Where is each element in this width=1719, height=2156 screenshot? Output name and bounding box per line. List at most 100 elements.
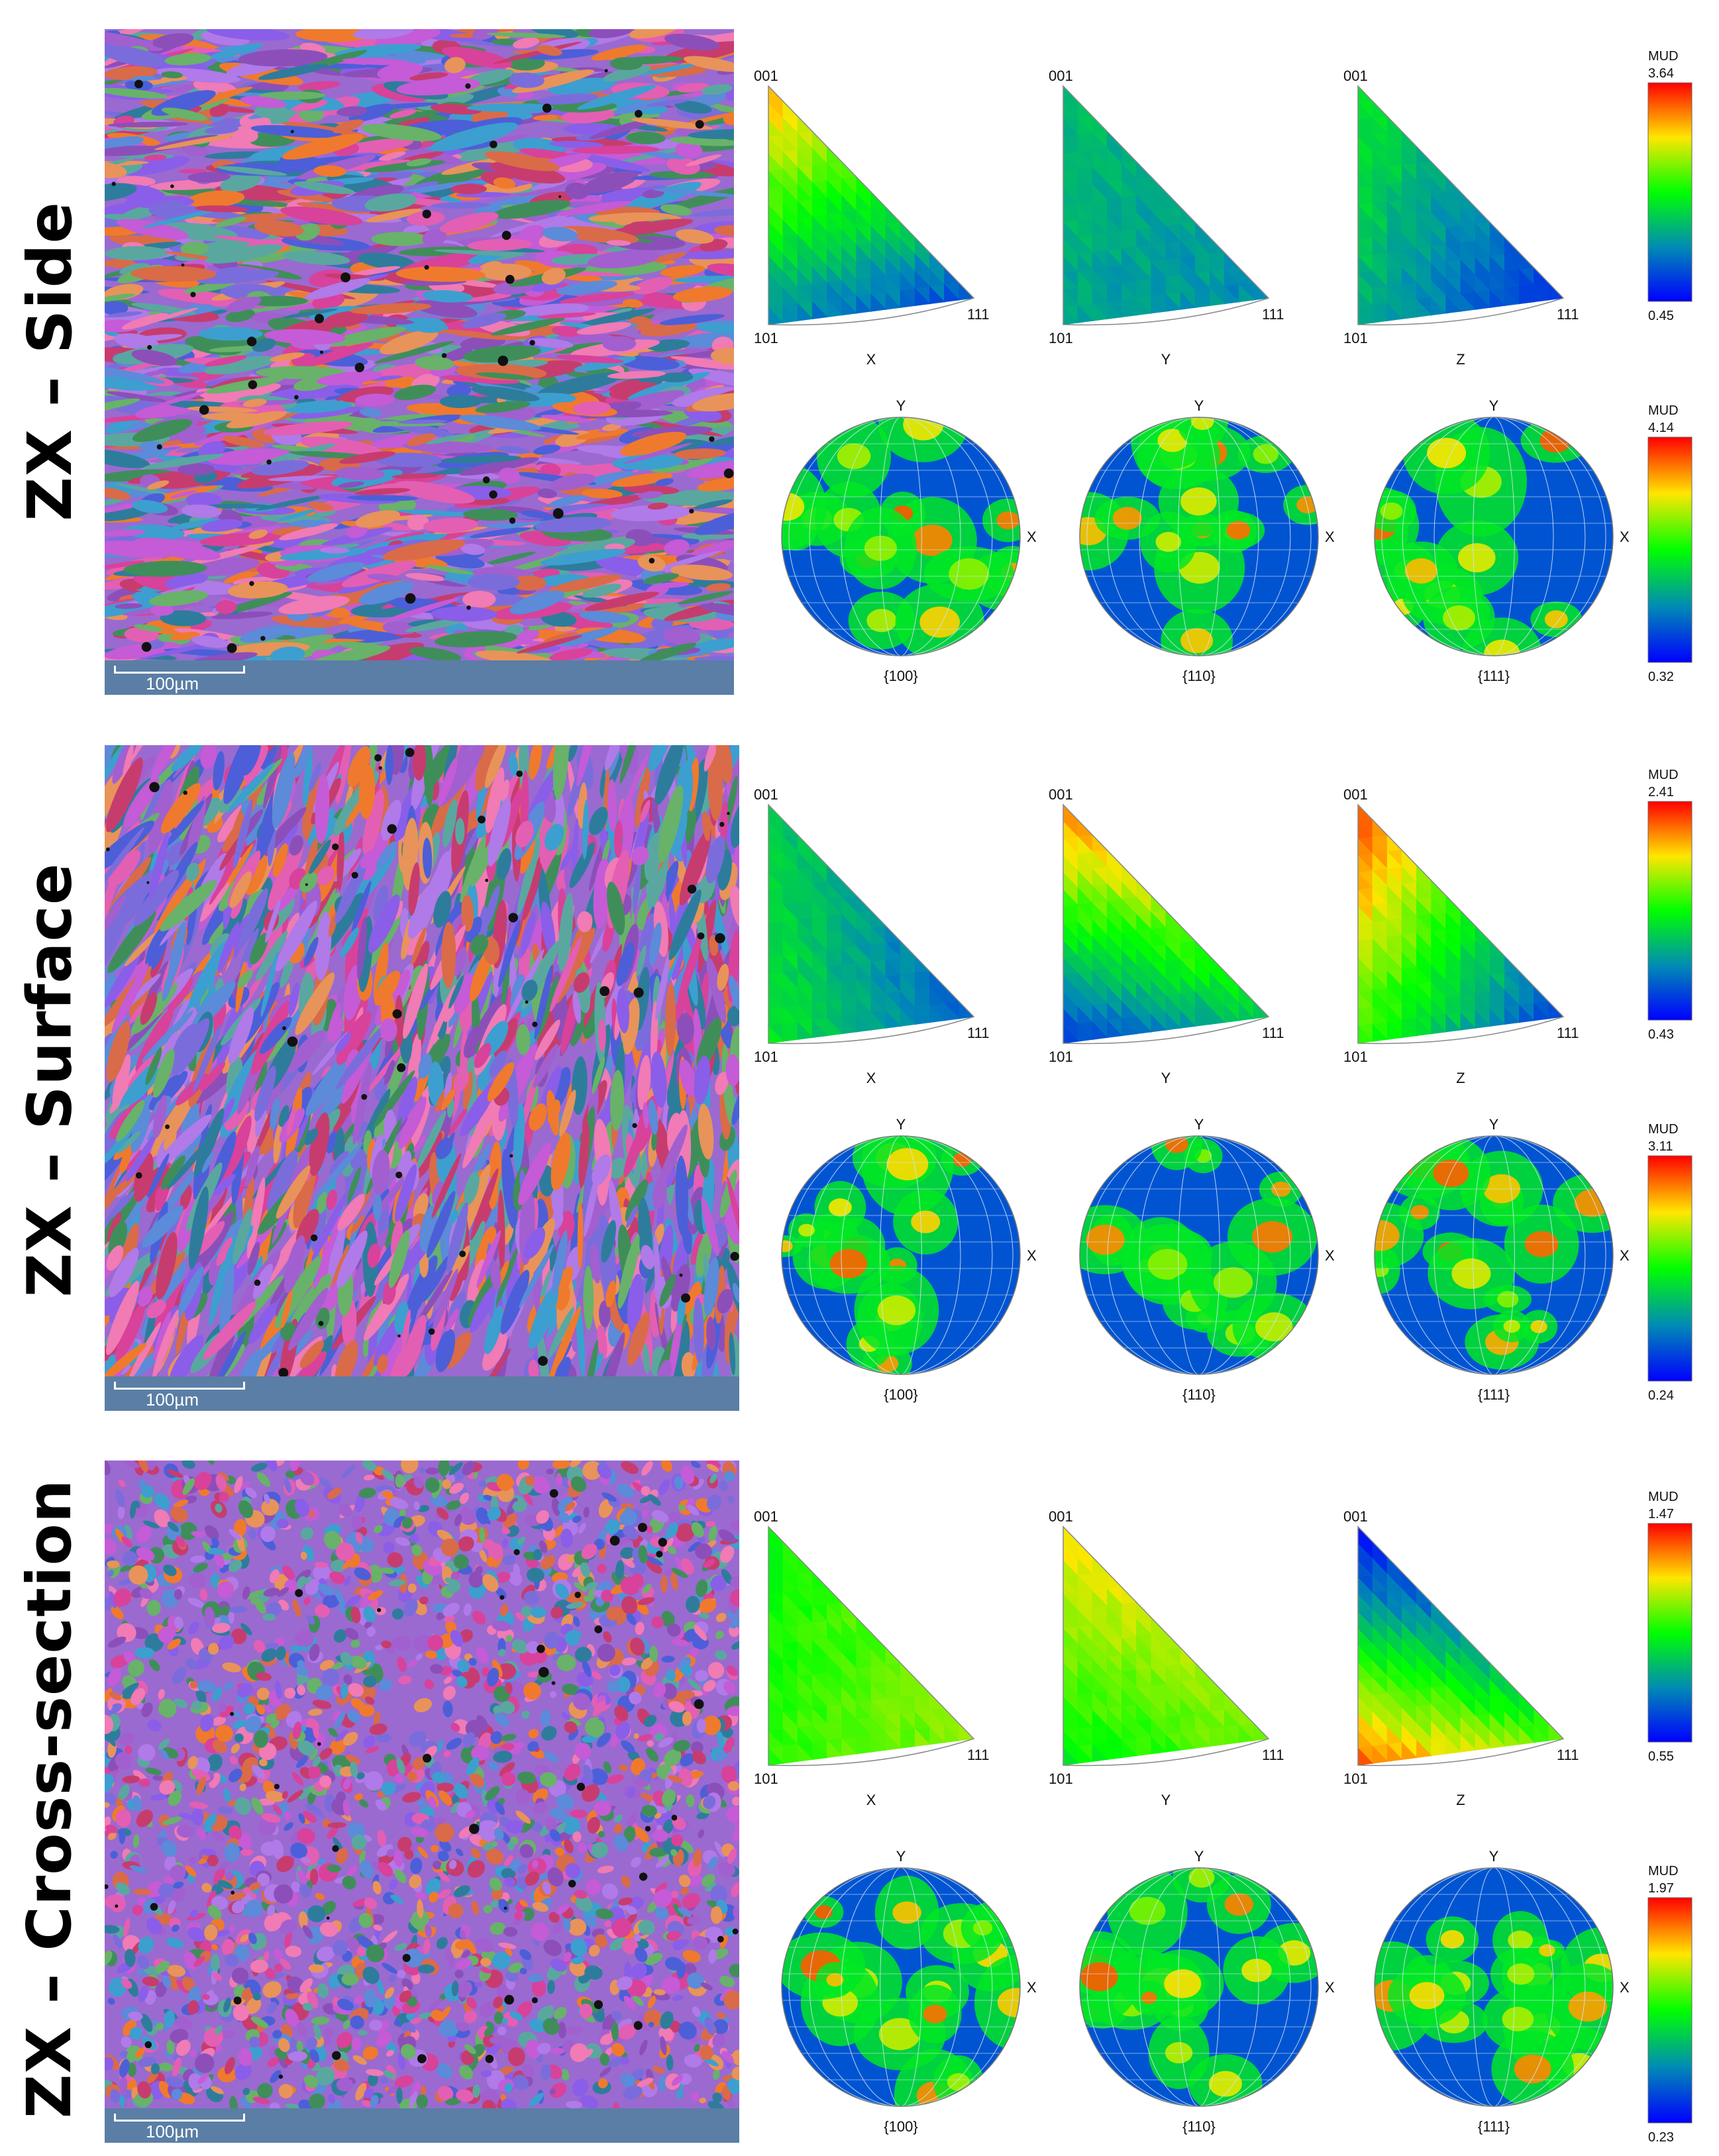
ipf-direction-label: X — [866, 351, 876, 368]
ipf-direction-label: Y — [1161, 351, 1171, 368]
scale-bar-label: 100µm — [146, 1390, 199, 1410]
colorbar-max: 2.41 — [1648, 785, 1674, 799]
pf-axis-y: Y — [896, 1116, 906, 1133]
mud-colorbar — [1647, 801, 1693, 1021]
texture-panel: 001 101 111 X 001 101 111 Y 001 101 111 Z MUD 1.47 0.5… — [754, 1490, 1693, 2145]
pf-axis-y: Y — [1489, 397, 1499, 414]
pf-family-label: {111} — [1478, 668, 1510, 684]
ipf-corner-001: 001 — [754, 68, 778, 84]
pole-figure: Y X {111} — [1374, 1848, 1630, 2135]
inverse-pole-figure: 001 101 111 Z — [1343, 786, 1579, 1086]
scale-bar — [114, 666, 245, 674]
ipf-corner-111: 111 — [967, 306, 989, 323]
ipf-corner-001: 001 — [1049, 1508, 1073, 1525]
ipf-corner-001: 001 — [1343, 1508, 1368, 1525]
ipf-direction-label: Y — [1161, 1792, 1171, 1808]
colorbar-min: 0.23 — [1648, 2130, 1674, 2145]
ipf-corner-101: 101 — [1343, 1771, 1368, 1787]
pole-figure: Y X {100} — [781, 1848, 1037, 2135]
mud-colorbar — [1647, 1155, 1693, 1382]
pf-family-label: {111} — [1478, 2118, 1510, 2135]
scale-bar-label: 100µm — [146, 674, 199, 693]
inverse-pole-figure: 001 101 111 X — [754, 68, 989, 368]
ipf-corner-111: 111 — [1262, 306, 1284, 323]
ipf-corner-001: 001 — [754, 1508, 778, 1525]
pf-axis-x: X — [1027, 1979, 1037, 1996]
row-zx-surface: ZX – Surface 100µm 001 101 111 X 001 101 111 Y 0… — [0, 719, 1719, 1431]
colorbar-title: MUD — [1648, 49, 1679, 64]
pf-axis-x: X — [1325, 1247, 1335, 1264]
ipf-direction-label: Z — [1456, 1792, 1465, 1808]
pf-axis-x: X — [1620, 1247, 1630, 1264]
pole-figure: Y X {110} — [1079, 1848, 1335, 2135]
pole-figure: Y X {100} — [781, 397, 1037, 684]
row-label: ZX – Cross-section — [0, 1447, 99, 2149]
scale-bar-strip: 100µm — [105, 660, 734, 695]
row-zx-cross-section: ZX – Cross-section 100µm 001 101 111 X 001 10… — [0, 1434, 1719, 2156]
texture-panel: 001 101 111 X 001 101 111 Y 001 101 111 Z MUD 2.41 0.4… — [754, 768, 1693, 1403]
pf-axis-y: Y — [896, 1848, 906, 1865]
pf-axis-x: X — [1027, 529, 1037, 545]
pf-family-label: {110} — [1182, 2118, 1216, 2135]
pf-axis-x: X — [1620, 1979, 1630, 1996]
ipf-corner-001: 001 — [1343, 68, 1368, 84]
pf-axis-y: Y — [1194, 1848, 1204, 1865]
pf-family-label: {100} — [884, 2118, 917, 2135]
colorbar-title: MUD — [1648, 403, 1679, 418]
ipf-corner-101: 101 — [754, 330, 778, 346]
row-label-text: ZX – Cross-section — [14, 1478, 85, 2118]
pf-axis-x: X — [1620, 529, 1630, 545]
row-label: ZX – Surface — [0, 745, 99, 1414]
colorbar-title: MUD — [1648, 1864, 1679, 1878]
ipf-corner-111: 111 — [967, 1747, 989, 1763]
colorbar-min: 0.55 — [1648, 1749, 1674, 1764]
ipf-corner-111: 111 — [1557, 1025, 1579, 1041]
ipf-corner-111: 111 — [1262, 1025, 1284, 1041]
pole-figure: Y X {100} — [781, 1116, 1037, 1403]
inverse-pole-figure: 001 101 111 Y — [1049, 68, 1284, 368]
ipf-corner-111: 111 — [1262, 1747, 1284, 1763]
ipf-corner-101: 101 — [1049, 1049, 1073, 1065]
pf-family-label: {110} — [1182, 668, 1216, 684]
grain-map-image — [105, 1461, 739, 2108]
colorbar-max: 1.47 — [1648, 1507, 1674, 1521]
ipf-corner-101: 101 — [1343, 330, 1368, 346]
pole-figure: Y X {111} — [1374, 1116, 1630, 1403]
pole-figure: Y X {110} — [1079, 1116, 1335, 1403]
ipf-corner-001: 001 — [1343, 786, 1368, 803]
pf-axis-x: X — [1325, 1979, 1335, 1996]
ipf-direction-label: Y — [1161, 1070, 1171, 1086]
ipf-corner-101: 101 — [1049, 1771, 1073, 1787]
ipf-corner-101: 101 — [1049, 330, 1073, 346]
ipf-direction-label: Z — [1456, 1070, 1465, 1086]
colorbar-min: 0.43 — [1648, 1027, 1674, 1042]
texture-panel: 001 101 111 X 001 101 111 Y 001 101 111 Z MUD 3.64 0.4… — [754, 49, 1693, 684]
mud-colorbar — [1647, 436, 1693, 663]
colorbar-max: 4.14 — [1648, 421, 1674, 435]
ipf-corner-111: 111 — [1557, 1747, 1579, 1763]
colorbar-min: 0.45 — [1648, 309, 1674, 323]
inverse-pole-figure: 001 101 111 X — [754, 786, 989, 1086]
pf-axis-y: Y — [1489, 1116, 1499, 1133]
pole-figure: Y X {111} — [1374, 397, 1630, 684]
inverse-pole-figure: 001 101 111 X — [754, 1508, 989, 1808]
inverse-pole-figure: 001 101 111 Y — [1049, 1508, 1284, 1808]
colorbar-title: MUD — [1648, 768, 1679, 782]
grain-map-image — [105, 745, 739, 1376]
inverse-pole-figure: 001 101 111 Z — [1343, 68, 1579, 368]
colorbar-min: 0.32 — [1648, 670, 1674, 684]
colorbar-title: MUD — [1648, 1122, 1679, 1137]
ipf-direction-label: X — [866, 1792, 876, 1808]
row-label-text: ZX – Side — [14, 201, 85, 521]
pf-axis-y: Y — [896, 397, 906, 414]
mud-colorbar — [1647, 82, 1693, 302]
row-zx-side: ZX – Side 100µm 001 101 111 X 001 101 111 Y 001 1… — [0, 0, 1719, 709]
colorbar-max: 3.64 — [1648, 66, 1674, 81]
pf-axis-y: Y — [1194, 1116, 1204, 1133]
pole-figure: Y X {110} — [1079, 397, 1335, 684]
pf-family-label: {100} — [884, 668, 917, 684]
scale-bar-strip: 100µm — [105, 2108, 739, 2143]
scale-bar-label: 100µm — [146, 2122, 199, 2141]
mud-colorbar — [1647, 1523, 1693, 1743]
row-label-text: ZX – Surface — [14, 862, 85, 1297]
